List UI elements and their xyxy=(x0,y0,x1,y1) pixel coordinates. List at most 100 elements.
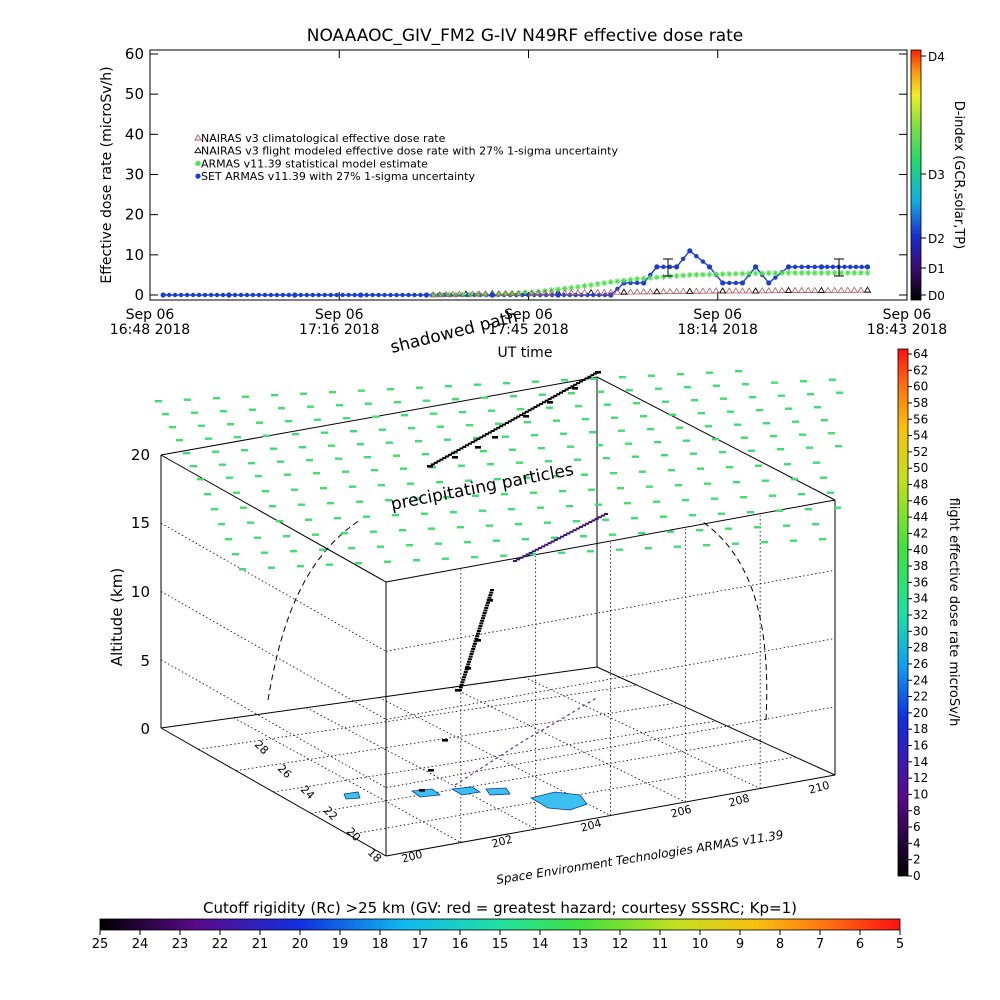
top-y-tick-label: 10 xyxy=(125,246,144,264)
figure-title: NOAAAOC_GIV_FM2 G-IV N49RF effective dos… xyxy=(307,26,744,46)
d-index-tick-label: D2 xyxy=(928,232,945,246)
dose-field-marker xyxy=(674,545,681,548)
nairas-clim-point xyxy=(495,289,503,297)
track-point xyxy=(465,665,470,668)
longitude-tick-label: 210 xyxy=(807,779,831,797)
track-point xyxy=(433,461,438,464)
dose-field-marker xyxy=(481,396,488,399)
track-point xyxy=(581,378,586,381)
nairas-clim-point xyxy=(725,287,733,294)
set-armas-point xyxy=(394,292,399,298)
dose-field-marker xyxy=(558,551,565,554)
dose-field-marker xyxy=(227,423,234,426)
flight-dose-tick-label: 56 xyxy=(913,412,928,426)
track-point xyxy=(572,387,578,390)
dose-field-marker xyxy=(763,422,770,425)
set-armas-point xyxy=(680,256,686,262)
armas-model-point xyxy=(732,270,739,277)
island-shape xyxy=(485,787,511,796)
dose-field-marker xyxy=(421,512,428,515)
set-armas-point xyxy=(220,292,226,298)
armas-model-point xyxy=(792,269,799,276)
dose-field-marker xyxy=(401,414,408,417)
cutoff-tick-label: 11 xyxy=(652,937,669,952)
dose-field-marker xyxy=(697,467,704,470)
dose-field-marker xyxy=(553,419,560,422)
dose-field-marker xyxy=(321,431,328,434)
dose-field-marker xyxy=(341,532,348,535)
track-point xyxy=(428,769,434,772)
set-armas-point xyxy=(648,272,653,278)
top-legend: NAIRAS v3 climatological effective dose … xyxy=(194,132,618,183)
track-point xyxy=(469,653,474,656)
armas-model-point xyxy=(706,271,713,278)
nairas-clim-point xyxy=(692,287,701,294)
armas-model-point xyxy=(746,270,753,277)
dose-field-marker xyxy=(386,441,393,444)
nairas-clim-point xyxy=(857,286,865,293)
track-point xyxy=(593,372,598,375)
dose-field-marker xyxy=(654,441,661,444)
flight-dose-tick-label: 40 xyxy=(913,543,928,557)
cutoff-rigidity-axis: 25 24 23 22 21 20 19 18 17 16 15 14 13 12 11 10 9 8 7 6 5 xyxy=(92,930,904,952)
wall-grid-line xyxy=(160,522,387,652)
track-projection-left xyxy=(267,519,361,701)
dose-field-marker xyxy=(725,527,732,530)
nairas-clim-point xyxy=(574,288,582,296)
armas-model-point xyxy=(528,289,535,296)
armas-model-point xyxy=(515,290,522,297)
armas-model-point xyxy=(495,290,502,297)
dose-field-marker xyxy=(176,439,183,442)
track-point xyxy=(470,650,475,653)
armas-model-point xyxy=(502,290,509,297)
track-point xyxy=(527,409,532,412)
set-armas-point xyxy=(190,292,196,298)
dose-field-marker xyxy=(500,554,507,557)
dose-field-marker xyxy=(313,472,320,475)
armas-model-point xyxy=(825,269,832,276)
armas-model-point xyxy=(509,290,516,297)
set-armas-point xyxy=(160,292,166,298)
cutoff-tick-label: 18 xyxy=(372,937,389,952)
track-point xyxy=(482,434,487,437)
armas-model-point xyxy=(864,269,871,276)
dose-field-marker xyxy=(261,551,268,554)
dose-field-marker xyxy=(713,384,720,387)
top-x-tick-time: 16:48 2018 xyxy=(110,322,190,338)
dose-field-marker xyxy=(437,425,444,428)
dose-field-marker xyxy=(561,379,568,382)
set-armas-point xyxy=(364,292,369,298)
dose-field-marker xyxy=(493,539,500,542)
set-armas-point xyxy=(382,292,387,298)
armas-model-point xyxy=(555,286,562,293)
dose-field-marker xyxy=(690,452,697,455)
dose-field-marker xyxy=(457,526,464,529)
track-point xyxy=(513,560,517,562)
dose-field-marker xyxy=(328,444,335,447)
nairas-clim-point xyxy=(508,289,516,296)
dose-field-marker xyxy=(696,529,703,532)
dose-field-marker xyxy=(459,411,466,414)
dose-field-marker xyxy=(350,430,357,433)
dose-field-marker xyxy=(756,409,763,412)
nairas-clim-point xyxy=(837,286,845,293)
set-armas-point xyxy=(733,280,739,286)
set-armas-point xyxy=(654,264,660,270)
dose-field-marker xyxy=(532,380,539,383)
track-point xyxy=(524,410,529,413)
dose-field-marker xyxy=(590,377,597,380)
dose-field-marker xyxy=(778,394,785,397)
longitude-tick-label: 206 xyxy=(669,803,693,821)
dose-field-marker xyxy=(487,463,494,466)
longitude-axis: 200 202 204 206 208 210 xyxy=(400,779,831,866)
track-point xyxy=(481,614,486,617)
track-point xyxy=(578,380,583,383)
dose-field-marker xyxy=(190,465,197,468)
track-point xyxy=(447,453,452,456)
set-armas-point xyxy=(334,292,339,298)
track-point xyxy=(604,513,608,515)
dose-field-marker xyxy=(384,560,391,563)
track-point xyxy=(465,667,471,670)
dose-field-marker xyxy=(356,500,363,503)
